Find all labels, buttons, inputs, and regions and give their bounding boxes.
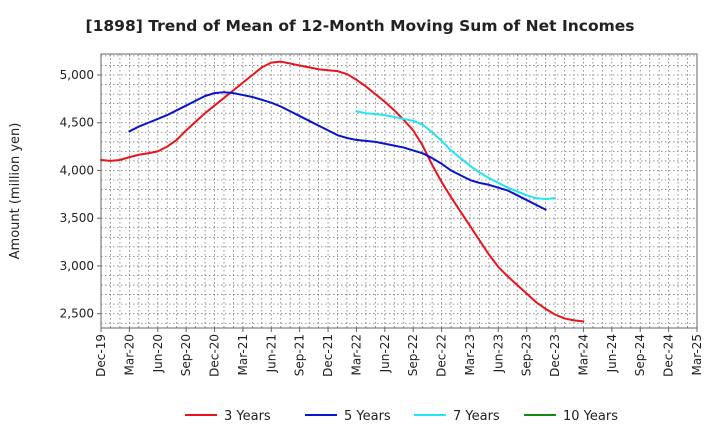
legend-label-7-years: 7 Years: [453, 409, 500, 424]
x-tick-label: Jun-23: [491, 334, 505, 373]
gridlines: [101, 54, 697, 328]
x-tick-label: Dec-23: [548, 334, 562, 377]
x-tick-label: Mar-23: [463, 334, 477, 375]
legend-label-10-years: 10 Years: [563, 409, 618, 424]
x-tick-label: Dec-20: [208, 334, 222, 377]
legend: 3 Years 5 Years 7 Years 10 Years: [185, 409, 618, 424]
x-tick-label: Sep-24: [633, 334, 647, 376]
y-tick-label: 3,500: [60, 211, 94, 225]
series-line-3-years: [100, 60, 585, 323]
series-line-7-years: [355, 110, 557, 201]
y-axis-ticks: 2,500 3,000 3,500 4,000 4,500 5,000: [60, 68, 101, 321]
x-tick-label: Mar-25: [690, 334, 704, 375]
y-tick-label: 4,500: [60, 116, 94, 130]
x-tick-label: Dec-22: [435, 334, 449, 377]
x-tick-label: Sep-21: [293, 334, 307, 376]
legend-label-3-years: 3 Years: [224, 409, 271, 424]
y-axis-title: Amount (million yen): [8, 123, 23, 260]
x-tick-label: Dec-19: [94, 334, 108, 377]
x-tick-label: Jun-20: [151, 334, 165, 373]
x-tick-label: Mar-24: [576, 334, 590, 375]
y-tick-label: 4,000: [60, 163, 94, 177]
x-tick-label: Sep-22: [406, 334, 420, 376]
x-tick-label: Mar-22: [349, 334, 363, 375]
y-tick-label: 3,000: [60, 259, 94, 273]
series-lines: [100, 60, 585, 323]
x-tick-label: Dec-21: [321, 334, 335, 377]
x-tick-label: Jun-21: [264, 334, 278, 373]
x-tick-label: Mar-21: [236, 334, 250, 375]
x-tick-label: Jun-22: [378, 334, 392, 373]
x-tick-label: Sep-23: [520, 334, 534, 376]
legend-label-5-years: 5 Years: [344, 409, 391, 424]
x-tick-label: Jun-24: [605, 334, 619, 373]
x-tick-label: Dec-24: [662, 334, 676, 377]
series-line-5-years: [128, 91, 547, 211]
x-tick-label: Sep-20: [179, 334, 193, 376]
chart-title: [1898] Trend of Mean of 12-Month Moving …: [86, 17, 635, 35]
x-tick-label: Mar-20: [122, 334, 136, 375]
y-tick-label: 2,500: [60, 307, 94, 321]
x-axis-ticks: Dec-19 Mar-20 Jun-20 Sep-20 Dec-20 Mar-21 Jun-…: [94, 328, 704, 377]
plot-area: [100, 53, 698, 329]
y-tick-label: 5,000: [60, 68, 94, 82]
